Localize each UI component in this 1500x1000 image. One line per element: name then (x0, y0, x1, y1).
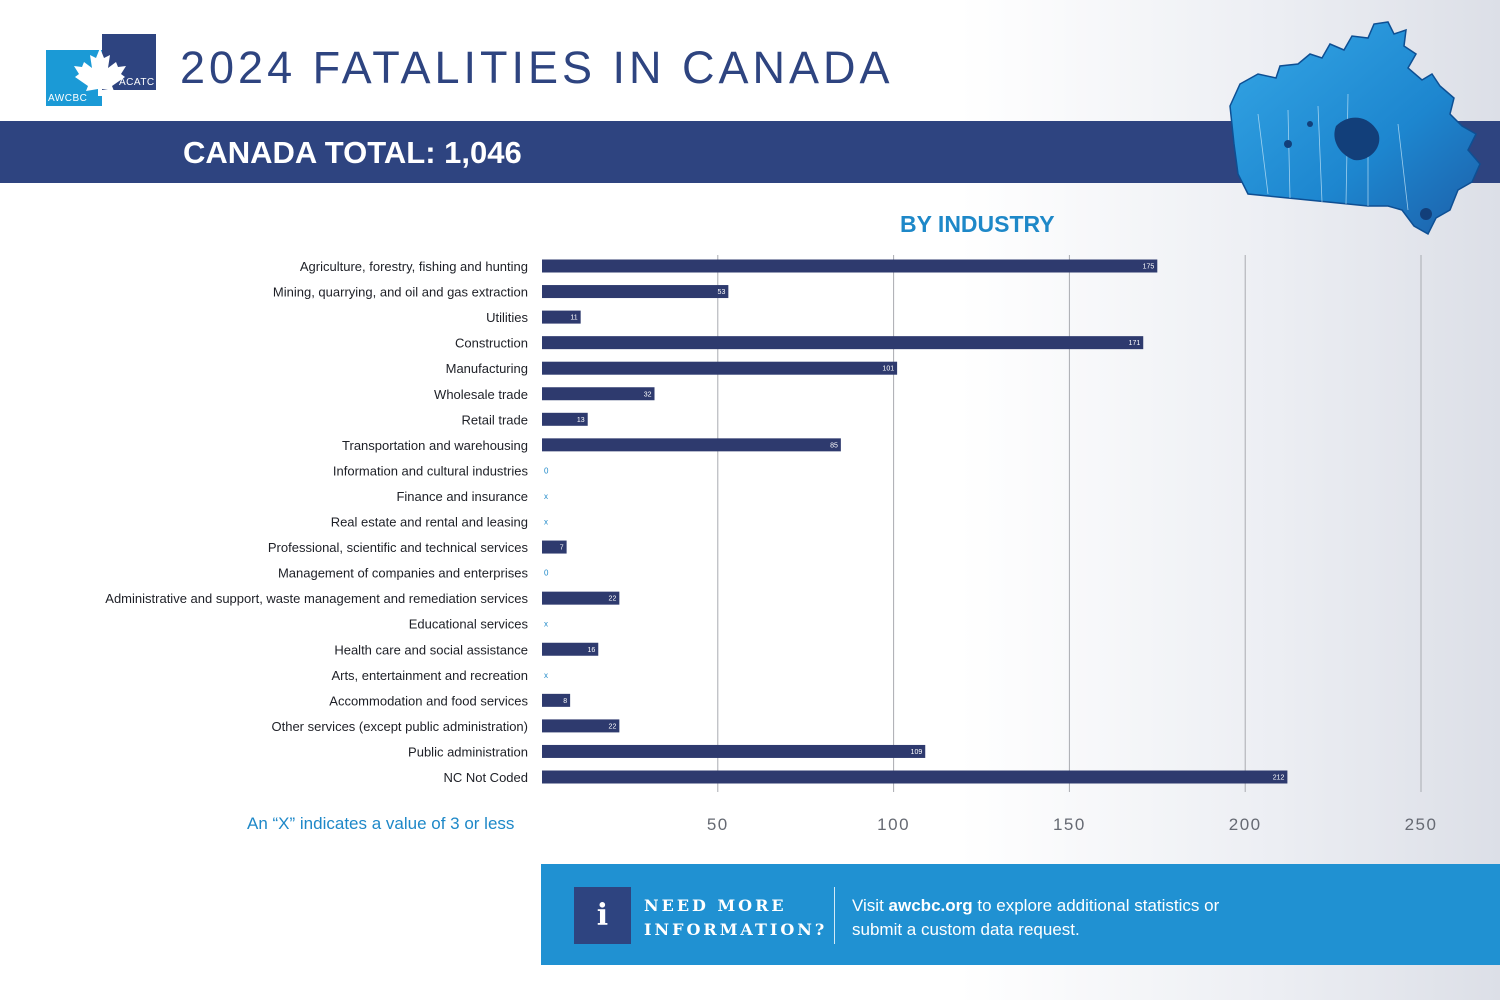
bar (542, 285, 729, 299)
value-label: 85 (830, 442, 838, 449)
category-label: Construction (455, 336, 528, 351)
info-text: Visit awcbc.org to explore additional st… (852, 894, 1272, 942)
info-heading-line1: NEED MORE (644, 896, 787, 915)
bar (542, 744, 926, 758)
canada-map-icon (1229, 21, 1481, 236)
x-value-note: An “X” indicates a value of 3 or less (247, 814, 515, 833)
info-heading: NEED MORE INFORMATION? (644, 894, 827, 942)
page-title: 2024 FATALITIES IN CANADA (180, 42, 894, 93)
bar (542, 540, 567, 554)
bar (542, 361, 898, 375)
category-label: Arts, entertainment and recreation (331, 668, 528, 683)
bar (542, 259, 1158, 273)
category-label: Health care and social assistance (334, 642, 528, 657)
value-label: x (544, 620, 548, 629)
bar (542, 642, 599, 656)
bar (542, 770, 1288, 784)
category-label: Information and cultural industries (333, 463, 529, 478)
chart-title: BY INDUSTRY (900, 211, 1055, 237)
maple-leaf-icon (74, 48, 126, 96)
info-text-before: Visit (852, 896, 889, 915)
category-label: Other services (except public administra… (272, 719, 529, 734)
value-label: 0 (544, 569, 549, 578)
x-tick-label: 250 (1405, 815, 1438, 834)
bar (542, 336, 1144, 350)
category-label: Educational services (409, 617, 529, 632)
category-label: Administrative and support, waste manage… (105, 591, 528, 606)
info-divider (834, 887, 835, 944)
category-label: Real estate and rental and leasing (331, 515, 528, 530)
category-label: Public administration (408, 744, 528, 759)
info-icon: i (574, 887, 631, 944)
logo-right-text: ACATC (119, 77, 155, 88)
x-tick-label: 150 (1053, 815, 1086, 834)
category-label: NC Not Coded (443, 770, 528, 785)
category-label: Manufacturing (446, 361, 528, 376)
logo-left-text: AWCBC (48, 93, 88, 104)
value-label: 8 (563, 698, 567, 705)
value-label: x (544, 492, 548, 501)
category-label: Professional, scientific and technical s… (268, 540, 529, 555)
bar (542, 438, 841, 452)
value-label: 101 (882, 366, 894, 373)
value-label: 22 (609, 723, 617, 730)
value-label: 109 (911, 749, 923, 756)
value-label: 13 (577, 417, 585, 424)
bar (542, 387, 655, 401)
x-tick-label: 200 (1229, 815, 1262, 834)
category-label: Utilities (486, 310, 528, 325)
value-label: 16 (587, 647, 595, 654)
value-label: 175 (1143, 264, 1155, 271)
category-label: Accommodation and food services (329, 693, 528, 708)
canada-total: CANADA TOTAL: 1,046 (183, 135, 522, 170)
value-label: 32 (644, 391, 652, 398)
bar (542, 693, 571, 707)
awcbc-logo: AWCBC ACATC (46, 34, 156, 106)
category-label: Transportation and warehousing (342, 438, 528, 453)
value-label: 7 (560, 545, 564, 552)
awcbc-link[interactable]: awcbc.org (888, 896, 973, 915)
x-tick-label: 50 (707, 815, 729, 834)
category-label: Mining, quarrying, and oil and gas extra… (273, 285, 528, 300)
bar (542, 719, 620, 733)
category-label: Management of companies and enterprises (278, 566, 529, 581)
value-label: 22 (609, 596, 617, 603)
value-label: 171 (1129, 340, 1141, 347)
category-label: Agriculture, forestry, fishing and hunti… (300, 259, 528, 274)
info-text-after: to explore additional statistics or subm… (852, 896, 1220, 939)
info-box: i NEED MORE INFORMATION? Visit awcbc.org… (541, 864, 1500, 965)
value-label: x (544, 671, 548, 680)
value-label: 11 (570, 315, 577, 322)
category-label: Finance and insurance (396, 489, 528, 504)
category-label: Retail trade (462, 412, 528, 427)
value-label: 0 (544, 466, 549, 475)
bar (542, 310, 581, 324)
value-label: 212 (1273, 775, 1285, 782)
value-label: x (544, 518, 548, 527)
industry-bar-chart: Agriculture, forestry, fishing and hunti… (105, 255, 1438, 834)
category-label: Wholesale trade (434, 387, 528, 402)
x-tick-label: 100 (877, 815, 910, 834)
bar (542, 412, 588, 426)
value-label: 53 (718, 289, 726, 296)
bar (542, 591, 620, 605)
info-heading-line2: INFORMATION? (644, 920, 828, 939)
